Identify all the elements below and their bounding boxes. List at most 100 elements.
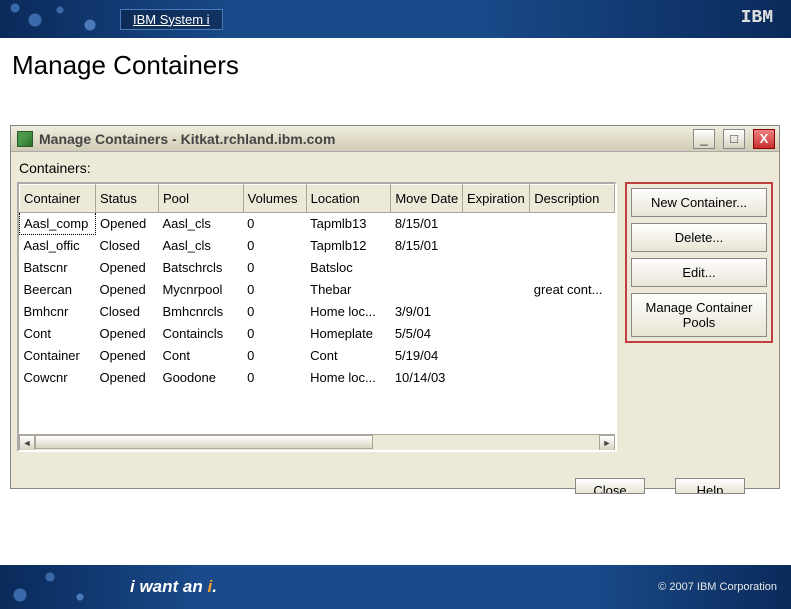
- col-expiration[interactable]: Expiration: [462, 185, 529, 213]
- close-button[interactable]: X: [753, 129, 775, 149]
- cell-move_date: 5/19/04: [391, 345, 463, 367]
- cell-expiration: [462, 301, 529, 323]
- cell-description: [530, 235, 615, 257]
- close-dialog-button[interactable]: Close: [575, 478, 645, 494]
- col-volumes[interactable]: Volumes: [243, 185, 306, 213]
- table-header-row: Container Status Pool Volumes Location M…: [20, 185, 615, 213]
- scroll-left-arrow[interactable]: ◄: [19, 435, 35, 451]
- cell-expiration: [462, 345, 529, 367]
- scroll-thumb[interactable]: [35, 435, 373, 449]
- help-button[interactable]: Help: [675, 478, 745, 494]
- delete-button[interactable]: Delete...: [631, 223, 767, 252]
- cell-description: [530, 323, 615, 345]
- cell-move_date: 8/15/01: [391, 213, 463, 235]
- cell-description: great cont...: [530, 279, 615, 301]
- cell-volumes: 0: [243, 345, 306, 367]
- col-status[interactable]: Status: [96, 185, 159, 213]
- cell-location: Tapmlb12: [306, 235, 391, 257]
- cell-description: [530, 301, 615, 323]
- page-title: Manage Containers: [0, 38, 791, 87]
- cell-container: Cowcnr: [20, 367, 96, 389]
- table-row[interactable]: ContainerOpenedCont0Cont5/19/04: [20, 345, 615, 367]
- col-location[interactable]: Location: [306, 185, 391, 213]
- cell-volumes: 0: [243, 235, 306, 257]
- cell-container: Aasl_offic: [20, 235, 96, 257]
- table-row[interactable]: CowcnrOpenedGoodone0Home loc...10/14/03: [20, 367, 615, 389]
- table-row[interactable]: Aasl_officClosedAasl_cls0Tapmlb128/15/01: [20, 235, 615, 257]
- cell-volumes: 0: [243, 323, 306, 345]
- cell-volumes: 0: [243, 279, 306, 301]
- cell-status: Opened: [96, 345, 159, 367]
- manage-containers-window: Manage Containers - Kitkat.rchland.ibm.c…: [10, 125, 780, 489]
- tagline-prefix: i want an: [130, 577, 207, 596]
- cell-container: Beercan: [20, 279, 96, 301]
- cell-expiration: [462, 213, 529, 235]
- scroll-right-arrow[interactable]: ►: [599, 435, 615, 451]
- cell-location: Homeplate: [306, 323, 391, 345]
- cell-move_date: [391, 257, 463, 279]
- cell-pool: Mycnrpool: [158, 279, 243, 301]
- brand-footer: i want an i. © 2007 IBM Corporation: [0, 565, 791, 609]
- cell-container: Aasl_comp: [20, 213, 96, 235]
- window-titlebar[interactable]: Manage Containers - Kitkat.rchland.ibm.c…: [11, 126, 779, 152]
- cell-move_date: 8/15/01: [391, 235, 463, 257]
- cell-expiration: [462, 367, 529, 389]
- table-row[interactable]: BatscnrOpenedBatschrcls0Batsloc: [20, 257, 615, 279]
- maximize-button[interactable]: □: [723, 129, 745, 149]
- col-description[interactable]: Description: [530, 185, 615, 213]
- col-container[interactable]: Container: [20, 185, 96, 213]
- cell-description: [530, 213, 615, 235]
- cell-pool: Batschrcls: [158, 257, 243, 279]
- cell-location: Tapmlb13: [306, 213, 391, 235]
- cell-container: Batscnr: [20, 257, 96, 279]
- col-movedate[interactable]: Move Date: [391, 185, 463, 213]
- footer-copyright: © 2007 IBM Corporation: [658, 581, 777, 593]
- cell-status: Closed: [96, 235, 159, 257]
- cell-location: Home loc...: [306, 301, 391, 323]
- cell-pool: Bmhcnrcls: [158, 301, 243, 323]
- cell-move_date: [391, 279, 463, 301]
- table-row[interactable]: BmhcnrClosedBmhcnrcls0Home loc...3/9/01: [20, 301, 615, 323]
- containers-table-wrap: Container Status Pool Volumes Location M…: [17, 182, 617, 452]
- cell-description: [530, 367, 615, 389]
- cell-volumes: 0: [243, 301, 306, 323]
- ibm-logo: IBM: [741, 8, 773, 28]
- banner-title: IBM System i: [120, 9, 223, 30]
- col-pool[interactable]: Pool: [158, 185, 243, 213]
- cell-pool: Aasl_cls: [158, 213, 243, 235]
- brand-banner: IBM System i IBM: [0, 0, 791, 38]
- cell-volumes: 0: [243, 213, 306, 235]
- cell-expiration: [462, 279, 529, 301]
- cell-location: Thebar: [306, 279, 391, 301]
- containers-table: Container Status Pool Volumes Location M…: [19, 184, 615, 389]
- cell-pool: Aasl_cls: [158, 235, 243, 257]
- window-body: Containers: Container Status Pool Volume…: [11, 152, 779, 488]
- table-row[interactable]: BeercanOpenedMycnrpool0Thebar great cont.…: [20, 279, 615, 301]
- footer-decoration: [0, 565, 120, 609]
- cell-move_date: 10/14/03: [391, 367, 463, 389]
- minimize-button[interactable]: _: [693, 129, 715, 149]
- tagline-suffix: .: [212, 577, 217, 596]
- cell-status: Opened: [96, 279, 159, 301]
- window-title: Manage Containers - Kitkat.rchland.ibm.c…: [39, 131, 685, 147]
- table-row[interactable]: ContOpenedContaincls0Homeplate5/5/04: [20, 323, 615, 345]
- action-button-panel: New Container... Delete... Edit... Manag…: [625, 182, 773, 343]
- containers-label: Containers:: [19, 160, 773, 176]
- cell-description: [530, 257, 615, 279]
- cell-status: Closed: [96, 301, 159, 323]
- scroll-track[interactable]: [35, 435, 599, 450]
- cell-container: Bmhcnr: [20, 301, 96, 323]
- cell-container: Cont: [20, 323, 96, 345]
- window-icon: [17, 131, 33, 147]
- cell-move_date: 5/5/04: [391, 323, 463, 345]
- cell-expiration: [462, 235, 529, 257]
- edit-button[interactable]: Edit...: [631, 258, 767, 287]
- cell-expiration: [462, 257, 529, 279]
- table-row[interactable]: Aasl_compOpenedAasl_cls0Tapmlb138/15/01: [20, 213, 615, 235]
- cell-container: Container: [20, 345, 96, 367]
- banner-decoration: [0, 0, 120, 38]
- new-container-button[interactable]: New Container...: [631, 188, 767, 217]
- horizontal-scrollbar[interactable]: ◄ ►: [19, 434, 615, 450]
- manage-pools-button[interactable]: Manage Container Pools: [631, 293, 767, 337]
- cell-pool: Containcls: [158, 323, 243, 345]
